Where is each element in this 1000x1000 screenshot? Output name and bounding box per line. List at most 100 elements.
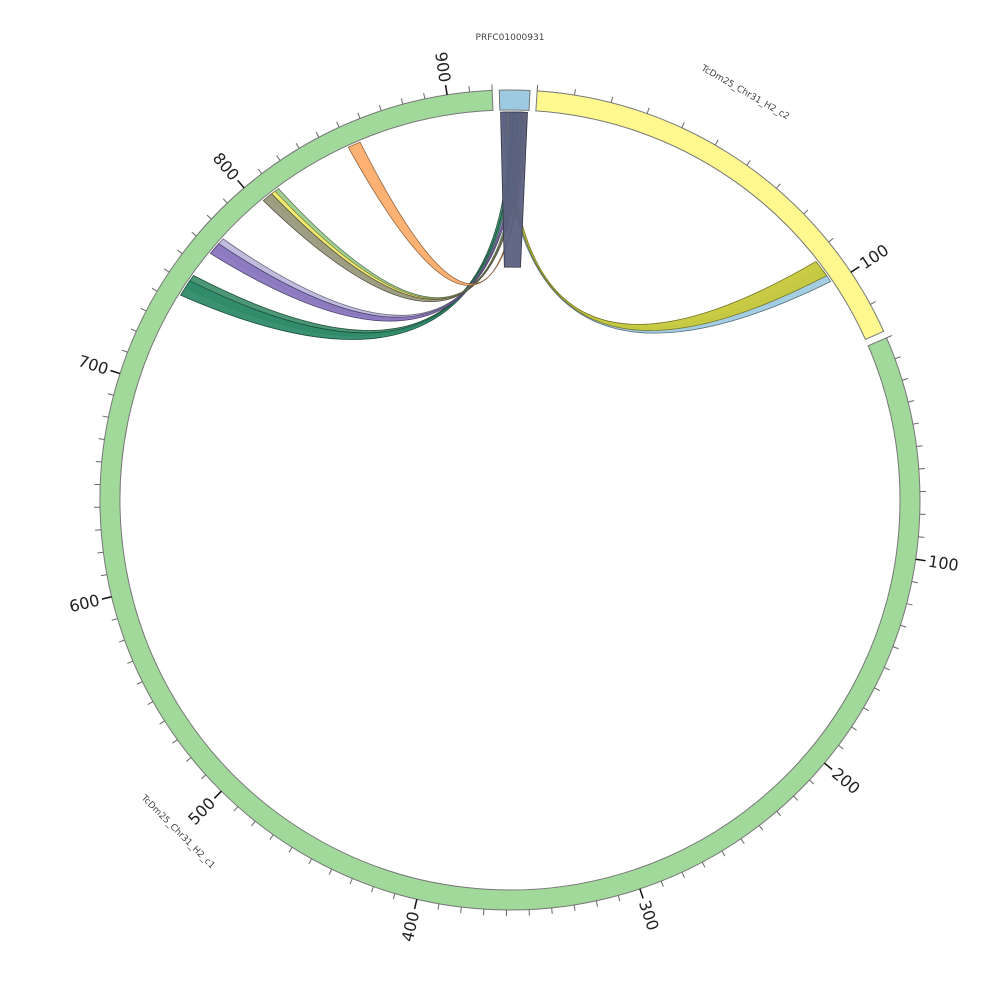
minor-tick	[100, 574, 107, 577]
minor-tick	[468, 85, 471, 93]
minor-tick	[336, 121, 340, 128]
segment-PRFC01000931	[498, 89, 531, 111]
minor-tick	[357, 112, 361, 119]
minor-tick	[308, 858, 313, 865]
minor-tick	[370, 886, 374, 893]
minor-tick	[400, 98, 404, 105]
minor-tick	[276, 155, 281, 161]
minor-tick	[159, 720, 165, 725]
minor-tick	[660, 880, 664, 887]
segment-TcDm25_Chr31_H2_c2	[535, 90, 885, 341]
minor-tick	[911, 581, 918, 584]
minor-tick	[423, 92, 426, 100]
minor-tick	[863, 707, 869, 712]
minor-tick	[328, 868, 333, 875]
minor-tick	[163, 268, 170, 273]
minor-tick	[646, 107, 650, 114]
tick-label: 300	[635, 898, 663, 933]
minor-tick	[95, 460, 102, 463]
minor-tick	[257, 168, 263, 175]
tick-label: 800	[209, 149, 243, 185]
minor-tick	[349, 878, 353, 885]
minor-tick	[102, 415, 109, 418]
minor-tick	[186, 757, 192, 762]
link-ribbon	[505, 111, 828, 331]
minor-tick	[378, 104, 382, 111]
minor-tick	[107, 393, 114, 396]
minor-tick	[681, 871, 685, 878]
minor-tick	[151, 287, 158, 292]
minor-tick	[97, 551, 104, 554]
minor-tick	[573, 89, 576, 96]
minor-tick	[851, 726, 857, 731]
minor-tick	[111, 618, 118, 621]
minor-tick	[776, 810, 782, 817]
minor-tick	[721, 850, 726, 857]
link-ribbon	[213, 111, 520, 320]
links-layer	[179, 111, 832, 340]
minor-tick	[908, 400, 915, 403]
tick-label: 700	[76, 351, 111, 379]
segment-label: PRFC01000931	[476, 33, 545, 43]
minor-tick	[460, 907, 462, 914]
minor-tick	[870, 301, 876, 305]
major-tick	[413, 899, 418, 910]
minor-tick	[912, 422, 919, 425]
minor-tick	[315, 131, 320, 138]
minor-tick	[98, 438, 105, 441]
minor-tick	[617, 895, 621, 902]
minor-tick	[177, 249, 183, 255]
minor-tick	[758, 825, 764, 831]
minor-tick	[551, 907, 553, 914]
minor-tick	[916, 445, 923, 448]
tick-label: 500	[184, 794, 219, 829]
major-tick	[850, 266, 860, 273]
major-tick	[823, 762, 833, 771]
link-ribbon	[503, 111, 832, 334]
link-ribbon	[347, 111, 528, 286]
minor-tick	[392, 893, 396, 900]
minor-tick	[900, 624, 907, 628]
minor-tick	[793, 795, 799, 801]
tick-label: 200	[828, 764, 864, 798]
minor-tick	[437, 903, 440, 910]
minor-tick	[803, 209, 809, 215]
segments-layer	[99, 89, 921, 911]
minor-tick	[269, 834, 274, 840]
minor-tick	[901, 378, 909, 381]
minor-tick	[906, 603, 913, 606]
major-tick	[915, 558, 926, 562]
minor-tick	[714, 139, 719, 146]
minor-tick	[918, 536, 925, 538]
tick-label: 100	[927, 552, 960, 575]
minor-tick	[172, 739, 178, 744]
minor-tick	[295, 142, 300, 149]
minor-tick	[118, 639, 125, 643]
minor-tick	[136, 681, 143, 685]
minor-tick	[222, 198, 228, 204]
minor-tick	[892, 646, 899, 650]
minor-tick	[884, 667, 890, 671]
minor-tick	[886, 334, 893, 339]
minor-tick	[288, 847, 293, 853]
major-tick	[639, 888, 644, 899]
minor-tick	[838, 744, 844, 750]
minor-tick	[740, 838, 745, 845]
minor-tick	[776, 183, 781, 189]
tick-label: 900	[431, 51, 454, 84]
minor-tick	[809, 779, 815, 785]
major-tick	[110, 369, 121, 375]
minor-tick	[701, 861, 706, 868]
minor-tick	[206, 214, 212, 220]
minor-tick	[200, 774, 207, 780]
minor-tick	[894, 356, 901, 360]
labels-layer: TcDm25_Chr31_H2_c1PRFC01000931TcDm25_Chr…	[138, 33, 791, 871]
minor-tick	[573, 904, 576, 911]
segment-TcDm25_Chr31_H2_c1	[99, 89, 921, 911]
minor-tick	[251, 820, 256, 827]
major-tick	[213, 790, 222, 799]
major-tick	[101, 596, 112, 600]
minor-tick	[610, 96, 614, 103]
major-tick	[444, 84, 448, 95]
